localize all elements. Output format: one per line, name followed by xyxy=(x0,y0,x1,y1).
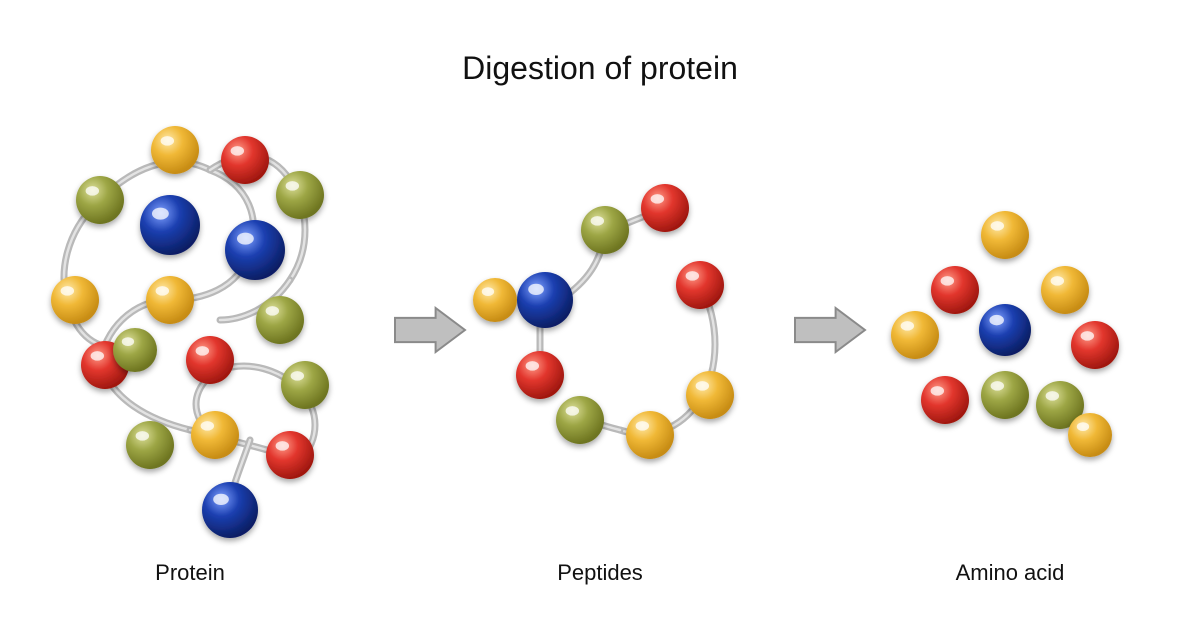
yellow-sphere xyxy=(1068,413,1112,457)
blue-sphere xyxy=(979,304,1031,356)
red-sphere xyxy=(931,266,979,314)
caption-label: Protein xyxy=(70,560,310,586)
red-sphere xyxy=(186,336,234,384)
yellow-sphere xyxy=(891,311,939,359)
caption-label: Peptides xyxy=(480,560,720,586)
spheres-layer xyxy=(51,126,1119,538)
olive-sphere xyxy=(76,176,124,224)
red-sphere xyxy=(641,184,689,232)
blue-sphere xyxy=(517,272,573,328)
arrow-icon xyxy=(395,308,465,352)
red-sphere xyxy=(676,261,724,309)
blue-sphere xyxy=(202,482,258,538)
olive-sphere xyxy=(113,328,157,372)
olive-sphere xyxy=(581,206,629,254)
red-sphere xyxy=(266,431,314,479)
olive-sphere xyxy=(556,396,604,444)
caption-label: Amino acid xyxy=(890,560,1130,586)
yellow-sphere xyxy=(626,411,674,459)
yellow-sphere xyxy=(473,278,517,322)
arrow-icon xyxy=(795,308,865,352)
yellow-sphere xyxy=(191,411,239,459)
blue-sphere xyxy=(140,195,200,255)
arrows-layer xyxy=(395,308,865,352)
yellow-sphere xyxy=(51,276,99,324)
yellow-sphere xyxy=(146,276,194,324)
red-sphere xyxy=(921,376,969,424)
red-sphere xyxy=(1071,321,1119,369)
olive-sphere xyxy=(281,361,329,409)
blue-sphere xyxy=(225,220,285,280)
olive-sphere xyxy=(276,171,324,219)
red-sphere xyxy=(221,136,269,184)
red-sphere xyxy=(516,351,564,399)
olive-sphere xyxy=(256,296,304,344)
olive-sphere xyxy=(126,421,174,469)
yellow-sphere xyxy=(981,211,1029,259)
yellow-sphere xyxy=(1041,266,1089,314)
diagram-svg xyxy=(0,0,1200,628)
yellow-sphere xyxy=(151,126,199,174)
yellow-sphere xyxy=(686,371,734,419)
diagram-stage: Digestion of protein ProteinPeptidesAmin… xyxy=(0,0,1200,628)
olive-sphere xyxy=(981,371,1029,419)
